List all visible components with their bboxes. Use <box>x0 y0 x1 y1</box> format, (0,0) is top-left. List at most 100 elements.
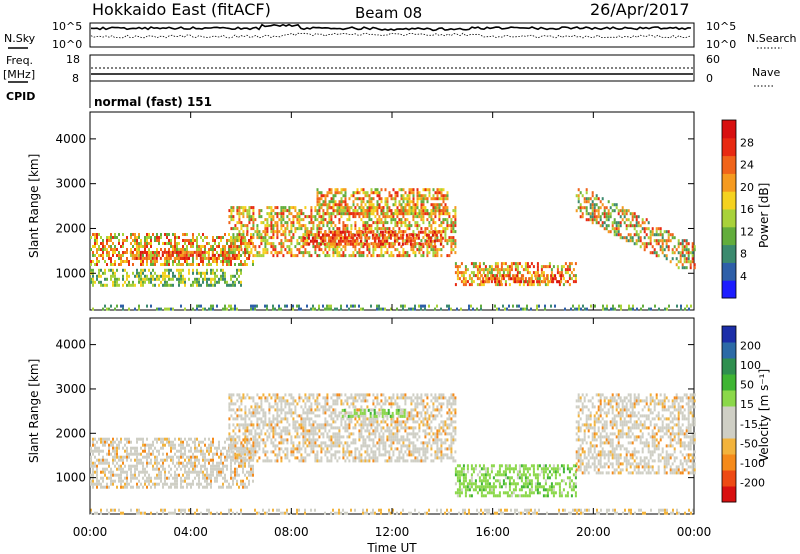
heatmap-cell <box>373 239 376 243</box>
heatmap-cell <box>667 248 670 252</box>
heatmap-cell <box>659 233 662 237</box>
heatmap-cell <box>348 420 351 424</box>
heatmap-cell <box>418 248 421 252</box>
heatmap-cell <box>400 188 403 192</box>
heatmap-cell <box>264 459 267 463</box>
heatmap-cell <box>142 449 144 453</box>
heatmap-cell <box>120 470 122 474</box>
heatmap-cell <box>587 212 590 216</box>
heatmap-cell <box>379 242 382 246</box>
heatmap-cell <box>220 467 222 471</box>
heatmap-cell <box>318 245 321 249</box>
heatmap-cell <box>307 236 310 240</box>
heatmap-cell <box>368 251 371 255</box>
heatmap-cell <box>212 437 214 441</box>
heatmap-cell <box>248 209 251 213</box>
heatmap-cell <box>438 197 441 201</box>
heatmap-cell <box>244 209 247 213</box>
heatmap-cell <box>98 245 100 248</box>
heatmap-cell <box>240 245 242 248</box>
heatmap-cell <box>382 227 385 231</box>
heatmap-cell <box>172 307 174 311</box>
heatmap-cell <box>589 215 592 219</box>
heatmap-cell <box>184 458 186 462</box>
heatmap-cell <box>112 443 114 447</box>
heatmap-cell <box>380 227 383 231</box>
heatmap-cell <box>544 265 547 269</box>
heatmap-cell <box>234 476 236 480</box>
heatmap-cell <box>148 443 150 447</box>
heatmap-cell <box>162 461 164 465</box>
heatmap-cell <box>166 242 168 245</box>
heatmap-cell <box>288 209 291 213</box>
heatmap-cell <box>663 248 666 252</box>
heatmap-cell <box>272 227 275 231</box>
heatmap-cell <box>142 260 144 263</box>
heatmap-cell <box>184 233 186 236</box>
heatmap-cell <box>308 230 311 234</box>
heatmap-cell <box>240 254 242 257</box>
heatmap-cell <box>100 254 102 257</box>
heatmap-cell <box>222 263 224 266</box>
heatmap-cell <box>268 402 271 406</box>
heatmap-cell <box>328 191 331 195</box>
heatmap-cell <box>296 239 299 243</box>
heatmap-cell <box>212 473 214 477</box>
heatmap-cell <box>186 443 188 447</box>
heatmap-cell <box>196 236 198 239</box>
heatmap-cell <box>226 263 228 266</box>
heatmap-cell <box>126 274 128 278</box>
heatmap-cell <box>548 265 551 269</box>
heatmap-cell <box>200 236 202 239</box>
heatmap-cell <box>611 203 614 207</box>
heatmap-cell <box>258 215 261 219</box>
heatmap-cell <box>294 405 297 409</box>
heatmap-cell <box>488 280 491 284</box>
heatmap-cell <box>260 396 263 400</box>
heatmap-cell <box>603 227 606 231</box>
heatmap-cell <box>192 271 194 275</box>
heatmap-cell <box>388 227 391 231</box>
heatmap-cell <box>138 461 140 465</box>
nave-label: Nave <box>752 66 780 79</box>
heatmap-cell <box>220 254 222 257</box>
heatmap-cell <box>298 450 301 454</box>
heatmap-cell <box>150 257 152 260</box>
heatmap-cell <box>114 263 116 266</box>
heatmap-cell <box>310 450 313 454</box>
heatmap-cell <box>142 277 144 281</box>
heatmap-cell <box>438 188 441 192</box>
heatmap-cell <box>177 253 180 257</box>
heatmap-cell <box>406 242 409 246</box>
heatmap-cell <box>303 236 306 240</box>
heatmap-cell <box>388 236 391 240</box>
heatmap-cell <box>386 206 389 210</box>
heatmap-cell <box>388 245 391 249</box>
heatmap-cell <box>394 197 397 201</box>
heatmap-cell <box>572 268 575 272</box>
heatmap-cell <box>212 443 214 447</box>
heatmap-cell <box>122 242 124 245</box>
heatmap-cell <box>190 482 192 486</box>
colorbar-tick-label: 4 <box>740 270 747 283</box>
heatmap-cell <box>384 215 387 219</box>
heatmap-cell <box>244 263 246 266</box>
heatmap-cell <box>354 221 357 225</box>
heatmap-cell <box>328 245 331 249</box>
heatmap-cell <box>204 236 206 239</box>
heatmap-cell <box>144 473 146 477</box>
heatmap-cell <box>308 444 311 448</box>
heatmap-cell <box>122 461 124 465</box>
heatmap-cell <box>320 426 323 430</box>
heatmap-cell <box>348 396 351 400</box>
heatmap-cell <box>258 447 261 451</box>
heatmap-cell <box>322 304 324 308</box>
heatmap-cell <box>240 482 242 486</box>
heatmap-cell <box>342 435 345 439</box>
heatmap-cell <box>464 265 467 269</box>
heatmap-cell <box>320 423 323 427</box>
heatmap-cell <box>224 245 226 248</box>
heatmap-cell <box>260 429 263 433</box>
noise-panel-frame <box>89 22 695 48</box>
